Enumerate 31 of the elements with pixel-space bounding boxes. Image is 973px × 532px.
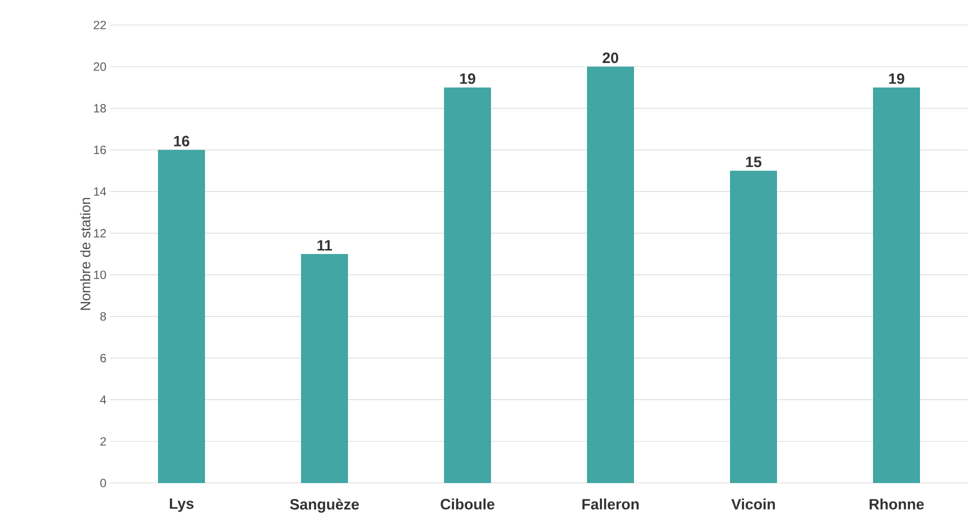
data-label: 15: [746, 156, 762, 168]
bar: [873, 87, 920, 483]
y-tick-label: 2: [100, 437, 106, 446]
y-tick-label: 18: [94, 104, 106, 112]
x-tick-label: Rhonne: [870, 498, 924, 510]
x-tick-label: Ciboule: [440, 498, 494, 510]
y-tick-label: 12: [94, 229, 106, 238]
data-label: 11: [318, 240, 332, 250]
y-tick-label: 4: [100, 396, 106, 404]
data-label: 20: [602, 52, 618, 64]
y-axis-title: Nombre de station: [80, 198, 90, 310]
data-label: 16: [174, 136, 190, 146]
y-tick-label: 22: [94, 20, 106, 30]
bar: [301, 254, 348, 483]
x-tick-label: Falleron: [582, 498, 639, 510]
data-label: 19: [889, 73, 904, 84]
y-tick-label: 14: [94, 187, 106, 196]
bar: [730, 170, 778, 483]
bar: [444, 87, 492, 483]
y-tick-label: 20: [94, 62, 106, 71]
y-tick-label: 6: [100, 354, 106, 362]
x-tick-label: Sanguèze: [290, 498, 359, 513]
y-tick-label: 8: [100, 312, 106, 321]
bar: [158, 150, 205, 483]
y-tick-label: 0: [100, 478, 106, 488]
y-tick-label: 16: [94, 146, 106, 154]
y-tick-label: 10: [94, 270, 106, 280]
x-tick-label: Lys: [170, 498, 194, 512]
bar: [587, 66, 634, 483]
x-tick-label: Vicoin: [731, 498, 775, 510]
data-label: 19: [460, 73, 476, 84]
